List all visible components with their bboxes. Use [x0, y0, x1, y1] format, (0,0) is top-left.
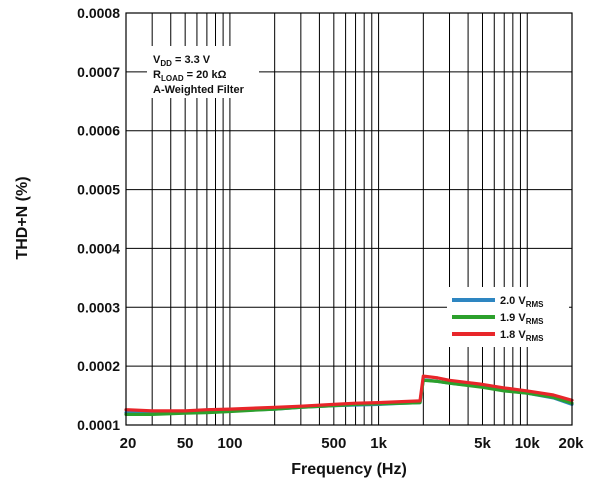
series-lines [124, 374, 574, 416]
legend-label: 2.0 VRMS [500, 295, 544, 309]
x-tick-label: 100 [217, 435, 242, 452]
x-tick-label: 50 [177, 435, 194, 452]
y-tick-labels: 0.0008 0.0007 0.0006 0.0005 0.0004 0.0003 0.00… [77, 5, 120, 433]
legend: 2.0 VRMS 1.9 VRMS 1.8 VRMS [447, 287, 569, 347]
annotation-vdd-symbol: V [153, 54, 161, 66]
annotation-rload-symbol: R [153, 69, 161, 81]
x-tick-label: 20k [558, 435, 584, 452]
legend-label: 1.9 VRMS [500, 312, 544, 326]
y-tick-label: 0.0002 [77, 358, 120, 374]
y-tick-label: 0.0008 [77, 5, 120, 21]
annotation-box: VDD = 3.3 V RLOAD = 20 kΩ A-Weighted Fil… [147, 46, 259, 98]
annotation-filter: A-Weighted Filter [153, 84, 245, 96]
x-tick-labels: 20 50 100 500 1k 5k 10k 20k [120, 435, 585, 452]
x-axis-title: Frequency (Hz) [291, 461, 407, 478]
y-tick-label: 0.0003 [77, 299, 120, 315]
y-tick-label: 0.0001 [77, 417, 120, 433]
annotation-background [147, 46, 259, 98]
annotation-vdd-value: = 3.3 V [172, 54, 211, 66]
plot-frame [125, 12, 573, 426]
annotation-rload-subscript: LOAD [161, 74, 184, 83]
legend-label: 1.8 VRMS [500, 329, 544, 343]
annotation-rload: RLOAD = 20 kΩ [153, 69, 227, 83]
annotation-vdd: VDD = 3.3 V [153, 54, 211, 68]
annotation-vdd-subscript: DD [160, 59, 172, 68]
series-line [124, 374, 574, 413]
x-tick-label: 20 [120, 435, 137, 452]
x-tick-label: 5k [474, 435, 491, 452]
y-tick-label: 0.0007 [77, 64, 120, 80]
annotation-rload-value: = 20 kΩ [184, 69, 227, 81]
y-tick-label: 0.0004 [77, 240, 120, 256]
x-tick-label: 1k [370, 435, 387, 452]
x-tick-label: 10k [515, 435, 541, 452]
y-tick-label: 0.0005 [77, 182, 120, 198]
y-tick-label: 0.0006 [77, 123, 120, 139]
x-tick-label: 500 [321, 435, 346, 452]
y-axis-title: THD+N (%) [14, 176, 31, 259]
